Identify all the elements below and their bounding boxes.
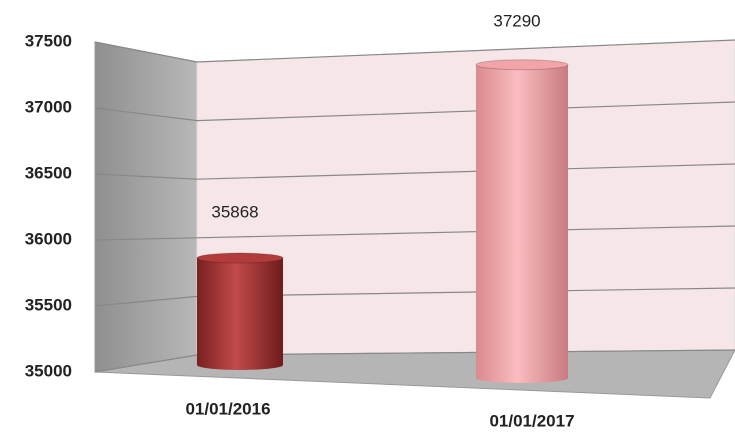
bar	[476, 64, 568, 378]
x-tick-label: 01/01/2017	[489, 411, 574, 430]
y-tick-label: 36000	[25, 229, 72, 248]
x-tick-label: 01/01/2016	[185, 399, 270, 418]
bar	[197, 258, 283, 365]
y-tick-label: 37000	[25, 97, 72, 116]
value-label: 37290	[493, 11, 540, 30]
floor	[94, 349, 735, 399]
left-wall	[94, 41, 198, 373]
grid-line	[94, 39, 735, 63]
bar-top	[475, 59, 569, 71]
value-label: 35868	[211, 202, 258, 221]
y-tick-label: 35500	[25, 295, 72, 314]
y-tick-label: 37500	[25, 31, 72, 50]
y-tick-label: 35000	[25, 361, 72, 380]
bar-top	[196, 252, 284, 264]
y-tick-label: 36500	[25, 163, 72, 182]
